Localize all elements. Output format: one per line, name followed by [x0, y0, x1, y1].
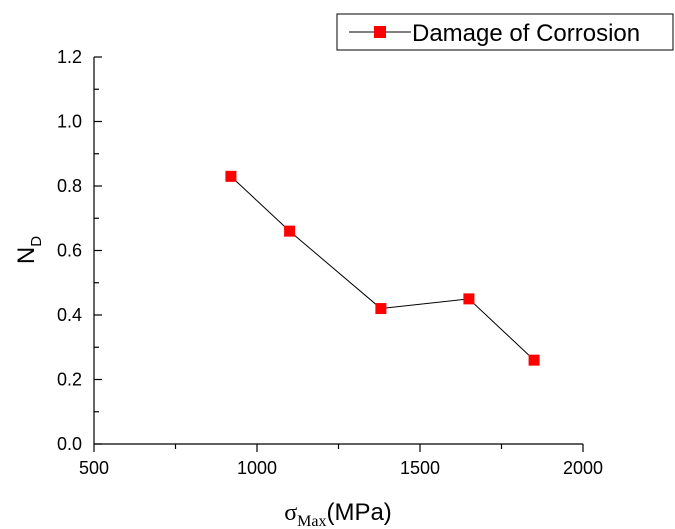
y-ticks: 0.0 0.2 0.4 0.6 0.8 1.0 1.2 — [57, 47, 102, 454]
x-axis-title: σMax(MPa) — [284, 499, 392, 529]
y-tick-label: 1.2 — [57, 47, 82, 67]
x-axis-title-subscript: Max — [297, 513, 326, 529]
x-tick-label: 1000 — [237, 458, 277, 478]
y-axis-title-main: N — [13, 247, 40, 264]
series-line — [230, 175, 535, 361]
data-point-marker — [225, 170, 237, 182]
legend-label: Damage of Corrosion — [412, 20, 640, 47]
x-ticks: 500 1000 1500 2000 — [79, 444, 603, 478]
data-point-marker — [463, 293, 475, 305]
x-tick-label: 1500 — [400, 458, 440, 478]
data-point-marker — [375, 303, 387, 315]
series-damage-of-corrosion — [225, 170, 540, 366]
y-tick-label: 0.4 — [57, 305, 82, 325]
x-tick-label: 500 — [79, 458, 109, 478]
y-axis-title: ND — [13, 236, 45, 264]
y-tick-label: 0.6 — [57, 241, 82, 261]
legend: Damage of Corrosion — [336, 13, 674, 51]
legend-marker — [374, 26, 386, 38]
x-axis-title-unit: (MPa) — [326, 499, 391, 526]
data-point-marker — [528, 354, 540, 366]
x-axis-title-symbol: σ — [284, 500, 297, 526]
y-tick-label: 0.8 — [57, 176, 82, 196]
y-tick-label: 1.0 — [57, 112, 82, 132]
data-point-marker — [284, 225, 296, 237]
y-axis-title-subscript: D — [28, 236, 45, 247]
y-tick-label: 0.2 — [57, 370, 82, 390]
y-tick-label: 0.0 — [57, 434, 82, 454]
x-tick-label: 2000 — [563, 458, 603, 478]
